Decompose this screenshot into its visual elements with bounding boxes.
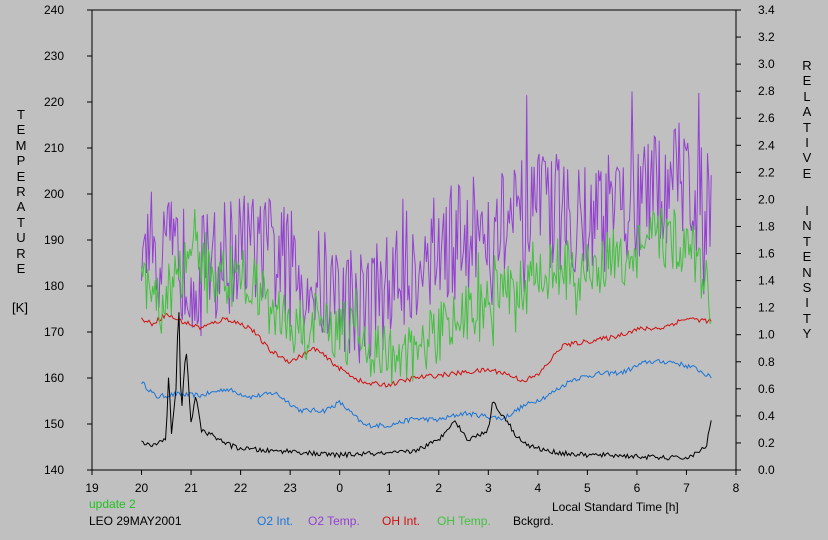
left-tick-label: 230 [44,49,64,63]
axis-label-letter: T [803,119,811,135]
right-tick-label: 0.2 [758,436,775,450]
axis-label-letter: I [805,295,809,311]
right-tick-label: 3.4 [758,3,775,17]
x-axis-label: Local Standard Time [h] [552,500,679,514]
axis-label-letter: E [802,165,812,181]
left-tick-label: 210 [44,141,64,155]
axis-label-letter: A [16,199,26,215]
x-tick-label: 23 [283,481,297,495]
right-tick-label: 3.2 [758,30,775,44]
x-tick-label: 3 [485,481,492,495]
x-tick-label: 21 [184,481,198,495]
left-tick-label: 140 [44,463,64,477]
x-tick-label: 5 [584,481,591,495]
series-line-bckgrd [141,312,712,461]
right-tick-label: 2.6 [758,111,775,125]
axis-label-letter: R [16,245,26,261]
left-tick-label: 220 [44,95,64,109]
axis-label-letter: E [16,261,26,277]
right-tick-label: 2.2 [758,165,775,179]
axis-label-letter: E [16,168,26,184]
right-tick-label: 1.4 [758,274,775,288]
left-tick-label: 200 [44,187,64,201]
right-tick-label: 0.8 [758,355,775,369]
right-tick-label: 1.8 [758,219,775,233]
left-tick-label: 170 [44,325,64,339]
x-tick-label: 22 [234,481,248,495]
axis-label-letter: I [805,203,809,218]
axis-label-letter: T [803,310,811,326]
axis-label-letter: R [802,58,812,73]
legend-entry: O2 Int. [257,514,294,528]
x-tick-label: 1 [386,481,393,495]
legend-entry: OH Temp. [437,514,491,528]
axis-label-letter: L [803,88,811,104]
left-axis-unit: [K] [12,300,28,315]
axis-label-letter: V [802,150,812,166]
axis-label-letter: Y [802,326,812,342]
axis-label-letter: E [16,122,26,138]
axis-label-letter: S [802,280,812,296]
left-tick-label: 150 [44,417,64,431]
station-date-label: LEO 29MAY2001 [89,514,182,528]
right-tick-label: 1.2 [758,301,775,315]
x-tick-label: 4 [535,481,542,495]
axis-label-letter: R [16,184,26,200]
axis-label-letter: E [802,73,812,89]
left-tick-label: 240 [44,3,64,17]
series-line-o2-temp [141,91,712,364]
axis-label-letter: I [805,135,809,151]
right-tick-label: 1.0 [758,328,775,342]
left-tick-label: 180 [44,279,64,293]
series-line-oh-int [141,313,712,388]
axis-label-letter: E [802,249,812,265]
x-tick-label: 8 [733,481,740,495]
series-line-oh-temp [141,207,712,385]
series-line-o2-int [141,358,712,429]
right-tick-label: 0.6 [758,382,775,396]
right-tick-label: 2.0 [758,192,775,206]
axis-label-letter: T [17,214,25,230]
plot-area [91,9,737,471]
legend-entry: O2 Temp. [308,514,360,528]
legend-entry: Bckgrd. [513,514,554,528]
right-tick-label: 1.6 [758,247,775,261]
x-tick-label: 7 [683,481,690,495]
axis-label-letter: U [16,230,26,246]
axis-label-letter: M [15,137,27,153]
axis-label-letter: N [802,264,812,280]
x-tick-label: 20 [135,481,149,495]
x-tick-label: 2 [435,481,442,495]
axis-ticks: 19 20 21 22 23 0 1 2 3 4 5 6 7 8140150160170180190200… [44,3,775,495]
update-label: update 2 [89,497,136,511]
right-tick-label: 2.8 [758,84,775,98]
right-tick-label: 0.4 [758,409,775,423]
axis-label-letter: N [802,218,812,234]
axis-label-letter: T [803,233,811,249]
legend-entry: OH Int. [382,514,421,528]
left-tick-label: 190 [44,233,64,247]
x-tick-label: 0 [336,481,343,495]
x-tick-label: 6 [634,481,641,495]
left-tick-label: 160 [44,371,64,385]
axis-label-letter: A [802,104,812,120]
series-lines [141,91,712,461]
x-tick-label: 19 [85,481,99,495]
right-tick-label: 0.0 [758,463,775,477]
right-tick-label: 2.4 [758,138,775,152]
axis-label-letter: T [17,107,25,122]
right-tick-label: 3.0 [758,57,775,71]
axis-label-letter: P [16,153,26,169]
